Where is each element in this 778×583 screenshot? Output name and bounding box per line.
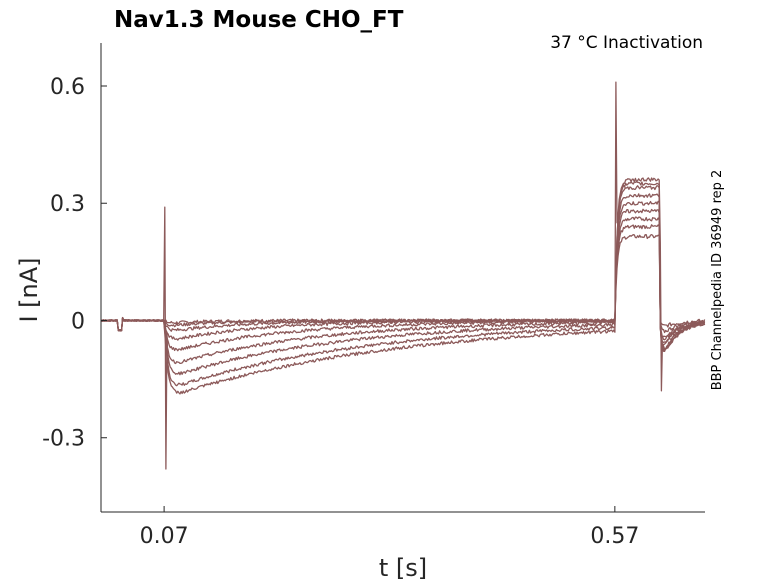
y-tick-label: 0.3 bbox=[50, 192, 85, 217]
current-trace bbox=[100, 193, 705, 365]
y-tick-label: 0 bbox=[71, 309, 85, 334]
current-trace bbox=[100, 208, 706, 341]
current-trace bbox=[100, 181, 706, 387]
trace-group bbox=[100, 81, 706, 470]
x-tick-group: 0.07 0.57 bbox=[140, 506, 639, 549]
y-tick-group: 0.6 0.3 0 -0.3 bbox=[42, 75, 107, 452]
y-tick-label: -0.3 bbox=[42, 427, 85, 452]
x-tick-label: 0.07 bbox=[140, 524, 189, 549]
chart-annotation: 37 °C Inactivation bbox=[550, 33, 703, 53]
y-axis-label: I [nA] bbox=[15, 257, 43, 322]
y-tick-label: 0.6 bbox=[50, 75, 85, 100]
chart-title: Nav1.3 Mouse CHO_FT bbox=[114, 7, 404, 33]
x-axis-label: t [s] bbox=[379, 554, 427, 582]
current-trace bbox=[100, 185, 706, 376]
x-tick-label: 0.57 bbox=[590, 524, 639, 549]
current-trace bbox=[101, 81, 706, 470]
side-label: BBP Channelpedia ID 36949 rep 2 bbox=[710, 170, 725, 391]
